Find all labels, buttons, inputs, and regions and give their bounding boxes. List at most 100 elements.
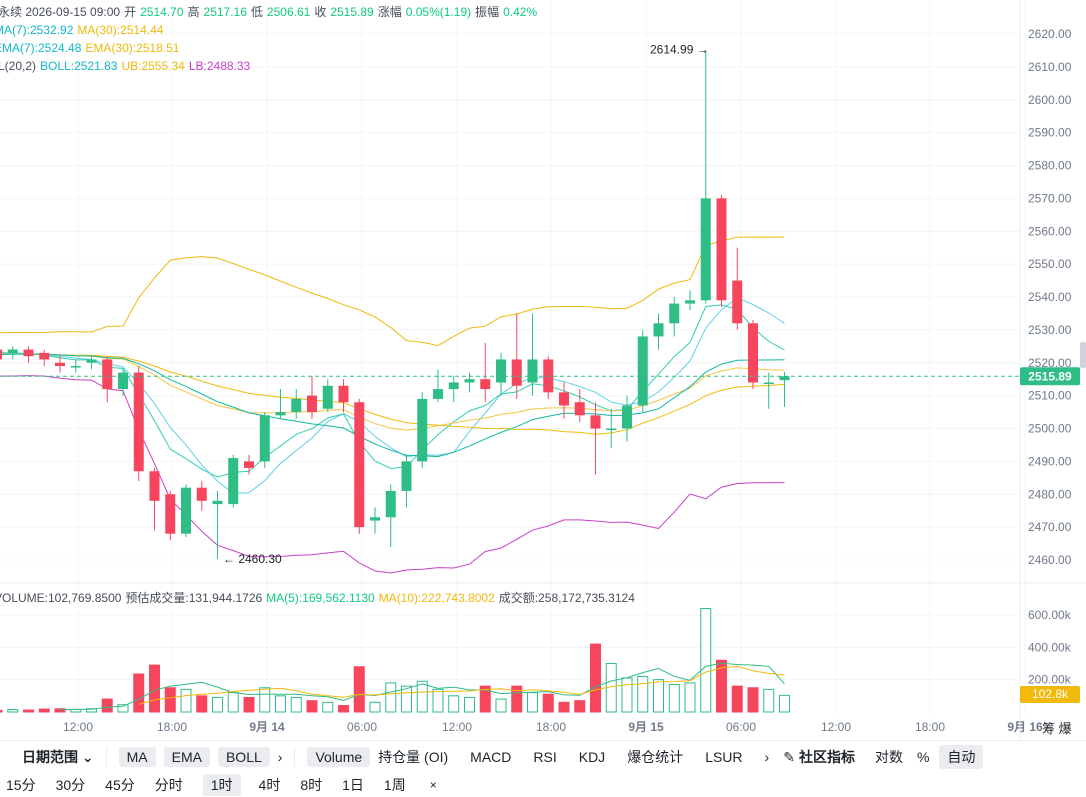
sub-indicator-tab[interactable]: LSUR <box>705 749 743 765</box>
interval-15分[interactable]: 15分 <box>6 776 36 793</box>
sub-indicator-tab[interactable]: 持仓量 (OI) <box>378 749 449 765</box>
candle-body <box>55 362 65 367</box>
candle-body <box>196 487 207 501</box>
legend-vol: VOLUME:102,769.8500 预估成交量:131,944.1726 MA(… <box>0 590 639 606</box>
date-range-button[interactable]: 日期范围 ⌄ <box>22 749 94 765</box>
volume-bar <box>542 693 554 713</box>
interval-4时[interactable]: 4时 <box>258 776 281 793</box>
x-axis-label: 12:00 <box>442 720 472 734</box>
vol-ma10-line <box>138 665 785 705</box>
interval-8时[interactable]: 8时 <box>300 776 323 793</box>
sub-indicator-tab[interactable]: KDJ <box>578 749 606 765</box>
sub-indicator-tab[interactable]: Volume <box>307 747 371 767</box>
y-axis-label: 2560.00 <box>1028 224 1072 238</box>
sub-indicator-tab[interactable]: 爆仓统计 <box>627 749 684 765</box>
candle-body <box>181 487 191 534</box>
interval-45分[interactable]: 45分 <box>105 776 135 793</box>
vol-axis-label: 200.00k <box>1028 673 1072 687</box>
volume-bar <box>149 664 160 713</box>
interval-1日[interactable]: 1日 <box>342 776 364 793</box>
legend-line3: EMA(7):2524.48 EMA(30):2518.51 <box>0 40 183 56</box>
candle-body <box>496 359 506 383</box>
candle-body <box>653 323 664 337</box>
more-chevron-icon[interactable]: › <box>277 749 283 765</box>
percent-toggle[interactable]: % <box>916 749 930 765</box>
log-toggle[interactable]: 对数 <box>874 749 903 765</box>
sub-indicator-tab[interactable]: MACD <box>470 749 512 765</box>
more-chevron-icon[interactable]: › <box>764 749 770 765</box>
candle-body <box>39 352 50 360</box>
y-axis-label: 2480.00 <box>1028 487 1072 501</box>
candle-body <box>102 359 113 390</box>
x-axis-label: 18:00 <box>157 720 187 734</box>
y-axis-label: 2570.00 <box>1028 191 1072 205</box>
x-axis-label: 06:00 <box>347 720 377 734</box>
volume-bar <box>637 675 649 713</box>
legend-value: 0.42% <box>503 5 538 19</box>
candle-body <box>133 372 144 472</box>
volume-bar <box>747 687 759 713</box>
last-price-tag: 2515.89 <box>1028 369 1072 383</box>
volume-bar <box>558 701 570 713</box>
candle-body <box>700 198 711 301</box>
price-tag-bg <box>1020 367 1080 386</box>
y-axis-label: 2460.00 <box>1028 553 1072 567</box>
y-axis-label: 2530.00 <box>1028 323 1072 337</box>
candle-body <box>669 303 680 324</box>
y-axis-label: 2540.00 <box>1028 290 1072 304</box>
community-indicators-button[interactable]: 社区指标 <box>798 749 855 765</box>
auto-scale-toggle[interactable]: 自动 <box>939 745 984 769</box>
volume-bar <box>275 695 286 713</box>
volume-tag: 102.8k <box>1032 687 1069 701</box>
vol-tag-bg <box>1020 686 1080 703</box>
candle-body <box>228 458 239 505</box>
candle-body <box>322 385 333 409</box>
indicator-ma[interactable]: MA <box>118 747 156 767</box>
volume-bar <box>385 682 397 713</box>
interval-分时[interactable]: 分时 <box>154 776 183 793</box>
indicator-ema[interactable]: EMA <box>163 747 210 767</box>
interval-30分[interactable]: 30分 <box>55 776 86 793</box>
sub-indicator-tab[interactable]: RSI <box>533 749 557 765</box>
ema7-line <box>0 304 785 478</box>
candle-body <box>23 349 34 357</box>
legend-value: 振幅 <box>475 5 500 19</box>
y-axis-label: 2580.00 <box>1028 159 1072 173</box>
volume-bar <box>306 700 318 713</box>
candle-body <box>86 359 97 363</box>
volume-bar <box>369 701 381 713</box>
volume-bar <box>479 685 491 713</box>
interval-1周[interactable]: 1周 <box>383 776 406 793</box>
legend-value: MA(7):2532.92 <box>0 23 74 37</box>
indicator-boll[interactable]: BOLL <box>217 747 270 767</box>
vol-ma5-line <box>59 662 785 711</box>
volume-bar <box>7 709 19 713</box>
y-axis-label: 2550.00 <box>1028 257 1072 271</box>
vol-axis-label: 600.00k <box>1028 608 1072 622</box>
legend-value: 高 <box>187 5 200 19</box>
candle-body <box>70 366 81 368</box>
legend-value: EMA(30):2518.51 <box>85 41 180 55</box>
candle-body <box>779 376 790 381</box>
candle-body <box>370 517 380 521</box>
candle-body <box>448 382 459 390</box>
legend-value: 2517.16 <box>203 5 247 19</box>
volume-bar <box>432 688 444 713</box>
candle-body <box>0 349 2 360</box>
price-chart[interactable]: 2620.00 2610.00 2600.00 2590.00 2580.00 2570.… <box>0 0 1086 740</box>
volume-bar <box>495 698 507 713</box>
legend-value: 涨幅 <box>377 5 402 19</box>
legend-value: 低 <box>250 5 263 19</box>
legend-value: 2506.61 <box>266 5 311 19</box>
legend-value: MA(30):2514.44 <box>77 23 164 37</box>
candle-body <box>338 385 349 403</box>
volume-bar <box>653 679 664 713</box>
y-axis-label: 2490.00 <box>1028 454 1072 468</box>
volume-bar <box>133 673 145 713</box>
candle-body <box>244 461 254 468</box>
edit-icon[interactable]: ✎ <box>783 748 795 765</box>
y-axis-label: 2510.00 <box>1028 389 1072 403</box>
close-icon[interactable]: × <box>429 777 437 792</box>
interval-1时[interactable]: 1时 <box>202 773 241 796</box>
candle-body <box>259 415 270 462</box>
